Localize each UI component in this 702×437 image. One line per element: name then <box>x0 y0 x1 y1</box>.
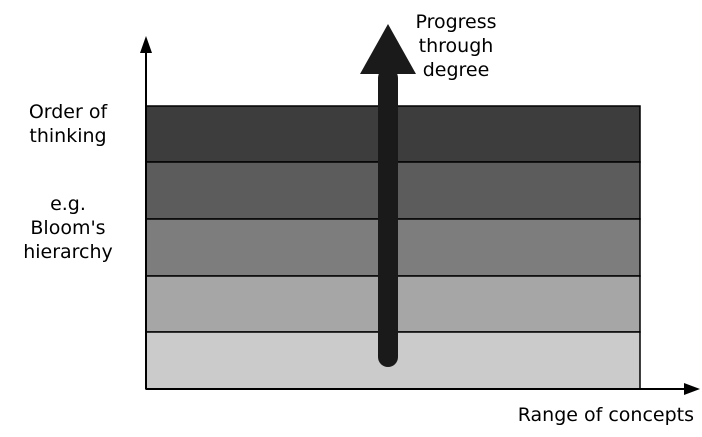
y-axis-title: Order of thinking <box>18 100 118 148</box>
progress-label: Progress through degree <box>406 10 506 82</box>
y-axis-note: e.g. Bloom's hierarchy <box>12 192 124 264</box>
y-axis-arrowhead <box>140 36 152 53</box>
y-axis-title-line-1: Order of <box>28 101 108 123</box>
y-axis-title-line-2: thinking <box>29 125 107 147</box>
progress-label-line-3: degree <box>422 59 490 81</box>
progress-arrow <box>360 24 416 367</box>
progress-label-line-2: through <box>418 35 494 57</box>
y-axis-note-line-2: Bloom's <box>30 217 106 239</box>
progress-arrow-head <box>360 24 416 74</box>
progress-arrow-shaft <box>378 68 398 367</box>
progress-label-line-1: Progress <box>415 11 497 33</box>
x-axis-arrowhead <box>684 383 700 395</box>
y-axis-note-line-1: e.g. <box>50 193 86 215</box>
axes <box>140 36 700 395</box>
x-axis-title: Range of concepts <box>517 404 694 426</box>
y-axis-note-line-3: hierarchy <box>23 241 113 263</box>
